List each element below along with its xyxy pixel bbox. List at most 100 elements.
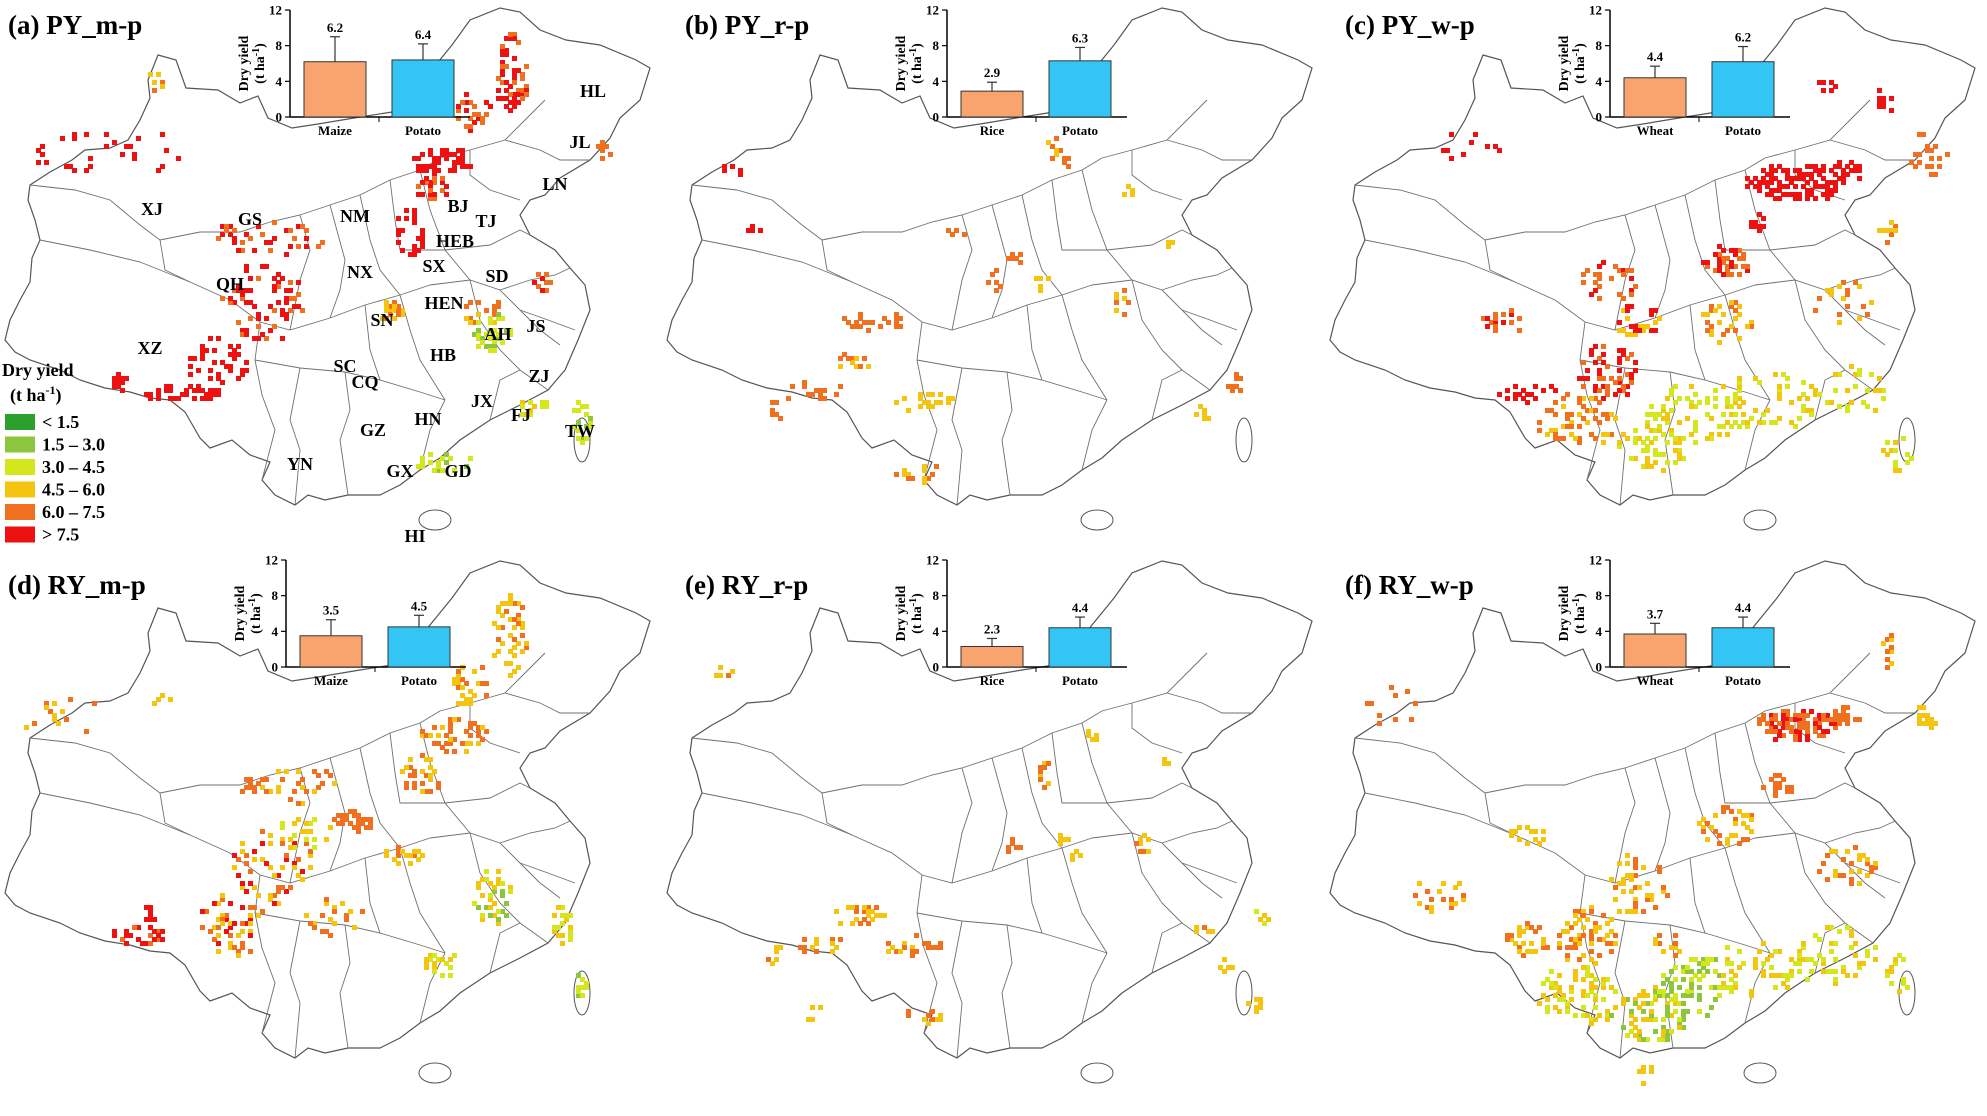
inset-bar-potato: [1711, 61, 1775, 118]
yield-cell: [1645, 893, 1650, 898]
yield-cell: [1258, 1001, 1263, 1006]
yield-cell: [1593, 416, 1598, 421]
yield-cell: [1597, 376, 1602, 381]
yield-cell: [144, 917, 149, 922]
yield-cell: [1741, 837, 1746, 842]
yield-cell: [1577, 400, 1582, 405]
yield-cell: [176, 156, 181, 161]
yield-cell: [236, 344, 241, 349]
inset-value-label: 2.3: [984, 621, 1001, 636]
yield-cell: [468, 128, 473, 133]
yield-cell: [516, 100, 521, 105]
yield-cell: [228, 933, 233, 938]
yield-cell: [1657, 869, 1662, 874]
yield-cell: [464, 108, 469, 113]
yield-cell: [1729, 809, 1734, 814]
yield-cell: [420, 240, 425, 245]
yield-cell: [1785, 977, 1790, 982]
yield-cell: [1617, 292, 1622, 297]
yield-cell: [1749, 416, 1754, 421]
province-boundary: [1061, 294, 1108, 401]
yield-cell: [1813, 721, 1818, 726]
yield-cell: [1813, 164, 1818, 169]
yield-cell: [1653, 308, 1658, 313]
yield-cell: [930, 1017, 935, 1022]
yield-cell: [1933, 144, 1938, 149]
yield-cell: [600, 144, 605, 149]
yield-cell: [512, 625, 517, 630]
yield-cell: [1749, 224, 1754, 229]
yield-cell: [1693, 440, 1698, 445]
yield-cell: [292, 865, 297, 870]
yield-cell: [1901, 977, 1906, 982]
yield-cell: [72, 132, 77, 137]
yield-cell: [348, 821, 353, 826]
yield-cell: [152, 88, 157, 93]
yield-cell: [1621, 1001, 1626, 1006]
yield-cell: [1757, 717, 1762, 722]
yield-cell: [580, 993, 585, 998]
map-layer: [4, 7, 1976, 1086]
yield-cell: [1801, 172, 1806, 177]
yield-cell: [476, 320, 481, 325]
yield-cell: [1509, 829, 1514, 834]
yield-cell: [1521, 941, 1526, 946]
yield-cell: [572, 424, 577, 429]
yield-cell: [938, 400, 943, 405]
yield-cell: [1645, 456, 1650, 461]
yield-cell: [1226, 384, 1231, 389]
yield-cell: [1865, 857, 1870, 862]
yield-cell: [1677, 420, 1682, 425]
inset-y-tick-label: 4: [1596, 624, 1603, 639]
yield-cell: [1761, 961, 1766, 966]
yield-cell: [1773, 717, 1778, 722]
yield-cell: [364, 825, 369, 830]
yield-cell: [476, 332, 481, 337]
yield-cell: [1246, 1001, 1251, 1006]
yield-cell: [1785, 785, 1790, 790]
yield-cell: [1837, 717, 1842, 722]
yield-cell: [1673, 977, 1678, 982]
yield-cell: [200, 356, 205, 361]
yield-cell: [576, 985, 581, 990]
yield-cell: [1797, 953, 1802, 958]
yield-cell: [1769, 721, 1774, 726]
yield-cell: [1649, 464, 1654, 469]
yield-cell: [508, 889, 513, 894]
yield-cell: [1777, 392, 1782, 397]
yield-cell: [1817, 713, 1822, 718]
yield-cell: [1094, 737, 1099, 742]
legend-unit-text: (t ha: [10, 385, 46, 406]
yield-cell: [1929, 172, 1934, 177]
yield-cell: [1645, 444, 1650, 449]
province-boundary: [1654, 757, 1671, 872]
yield-cell: [240, 296, 245, 301]
yield-cell: [1509, 833, 1514, 838]
yield-cell: [432, 969, 437, 974]
yield-cell: [240, 945, 245, 950]
yield-cell: [1669, 392, 1674, 397]
panel-title-e: (e) RY_r-p: [685, 570, 808, 600]
yield-cell: [448, 168, 453, 173]
yield-cell: [432, 160, 437, 165]
inset-value-label: 4.4: [1647, 49, 1664, 64]
yield-cell: [1845, 172, 1850, 177]
yield-cell: [580, 440, 585, 445]
yield-cell: [304, 228, 309, 233]
yield-cell: [1565, 1005, 1570, 1010]
yield-cell: [1853, 372, 1858, 377]
yield-cell: [516, 92, 521, 97]
yield-cell: [524, 645, 529, 650]
yield-cell: [1601, 432, 1606, 437]
yield-cell: [424, 176, 429, 181]
yield-cell: [1529, 949, 1534, 954]
yield-cell: [1657, 941, 1662, 946]
yield-cell: [540, 404, 545, 409]
yield-cell: [228, 925, 233, 930]
inset-value-label: 6.4: [415, 27, 432, 42]
yield-cell: [1545, 945, 1550, 950]
yield-cell: [332, 909, 337, 914]
yield-cell: [750, 224, 755, 229]
yield-cell: [464, 316, 469, 321]
yield-cell: [1665, 993, 1670, 998]
